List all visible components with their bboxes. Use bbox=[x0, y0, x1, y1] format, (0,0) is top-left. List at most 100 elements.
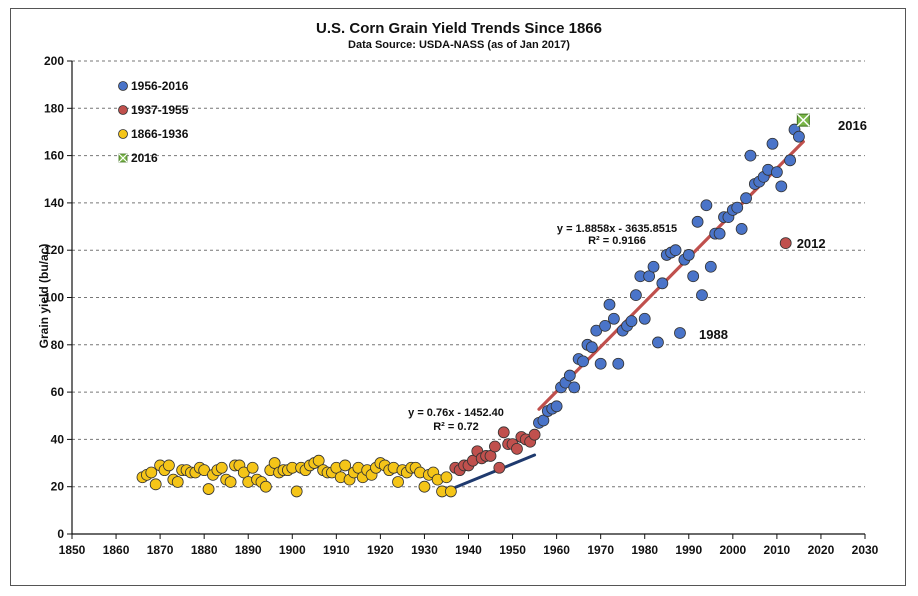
point-2016-cross-b bbox=[796, 113, 810, 127]
point-1956-2016 bbox=[669, 244, 682, 257]
legend: 1956-2016 1937-1955 1866-1936 2016 bbox=[118, 79, 189, 165]
point-1956-2016 bbox=[784, 154, 797, 167]
point-1866-1936 bbox=[163, 459, 175, 472]
y-tick-label: 80 bbox=[51, 338, 65, 352]
y-tick-label: 120 bbox=[44, 243, 64, 257]
chart-frame: U.S. Corn Grain Yield Trends Since 1866 … bbox=[10, 8, 906, 586]
point-1956-2016 bbox=[607, 312, 620, 325]
point-1956-2016 bbox=[656, 277, 669, 290]
x-tick-label: 1870 bbox=[147, 543, 174, 557]
point-1866-1936 bbox=[145, 466, 158, 479]
point-1956-2016 bbox=[700, 199, 713, 212]
point-1956-2016 bbox=[638, 312, 651, 325]
axis-ticks: 0 20 40 60 80 100 120 140 160 180 200 1850 1860 1870 1… bbox=[44, 54, 879, 557]
point-1956-2016 bbox=[674, 327, 686, 339]
y-tick-label: 0 bbox=[57, 527, 64, 541]
y-tick-label: 200 bbox=[44, 54, 64, 68]
x-tick-label: 1880 bbox=[191, 543, 218, 557]
point-1956-2016 bbox=[744, 149, 757, 162]
point-1956-2016 bbox=[713, 227, 726, 240]
point-1866-1936 bbox=[215, 461, 228, 474]
y-tick-label: 180 bbox=[44, 101, 64, 115]
y-axis-label: Grain yield (bu/ac) bbox=[37, 244, 51, 349]
y-tick-label: 160 bbox=[44, 149, 64, 163]
annotations: 2012 y = 0.76x - 1452.40 R² = 0.72 y = 1.88… bbox=[408, 118, 867, 433]
point-1956-2016 bbox=[630, 289, 642, 302]
point-1956-2016 bbox=[612, 357, 625, 370]
point-1937-1955 bbox=[493, 461, 506, 474]
legend-marker-2016-cross-b bbox=[118, 153, 128, 163]
point-1937-1955 bbox=[528, 428, 541, 441]
point-1866-1936 bbox=[312, 454, 325, 467]
point-1956-2016 bbox=[770, 166, 783, 179]
point-highlight-2012 bbox=[779, 237, 792, 250]
point-1956-2016 bbox=[691, 215, 704, 228]
point-1956-2016 bbox=[599, 319, 611, 332]
x-tick-label: 2000 bbox=[719, 543, 746, 557]
point-1956-2016 bbox=[696, 289, 708, 302]
point-1866-1936 bbox=[224, 476, 237, 488]
point-1956-2016 bbox=[652, 336, 664, 349]
x-tick-label: 1930 bbox=[411, 543, 438, 557]
chart-subtitle: Data Source: USDA-NASS (as of Jan 2017) bbox=[348, 39, 570, 51]
annotation-2012: 2012 bbox=[797, 236, 826, 251]
x-tick-label: 1980 bbox=[631, 543, 658, 557]
point-1866-1936 bbox=[246, 461, 259, 474]
point-1956-2016 bbox=[704, 260, 717, 273]
legend-marker-1956-2016 bbox=[118, 81, 128, 91]
gridlines bbox=[72, 60, 865, 488]
x-tick-label: 1910 bbox=[323, 543, 350, 557]
point-1866-1936 bbox=[444, 485, 457, 498]
point-1866-1936 bbox=[268, 457, 281, 469]
x-tick-label: 1900 bbox=[279, 543, 306, 557]
point-1956-2016 bbox=[537, 414, 550, 427]
point-1956-2016 bbox=[594, 357, 607, 370]
point-1956-2016 bbox=[647, 260, 660, 273]
point-1956-2016 bbox=[775, 180, 788, 193]
point-1937-1955 bbox=[511, 442, 523, 455]
point-1956-2016 bbox=[550, 400, 563, 413]
point-1866-1936 bbox=[339, 459, 352, 472]
x-tick-label: 2030 bbox=[852, 543, 879, 557]
corn-yield-chart: U.S. Corn Grain Yield Trends Since 1866 … bbox=[37, 20, 879, 557]
chart-title: U.S. Corn Grain Yield Trends Since 1866 bbox=[316, 20, 602, 37]
point-1866-1936 bbox=[392, 476, 404, 488]
point-1956-2016 bbox=[643, 270, 656, 283]
point-1956-2016 bbox=[585, 341, 598, 354]
annotation-2016: 2016 bbox=[838, 118, 867, 133]
x-tick-label: 1940 bbox=[455, 543, 482, 557]
x-tick-label: 1890 bbox=[235, 543, 262, 557]
point-1956-2016 bbox=[766, 137, 779, 150]
x-tick-label: 1950 bbox=[499, 543, 526, 557]
point-1956-2016 bbox=[577, 355, 589, 368]
point-1937-1955 bbox=[484, 450, 497, 462]
trend-early-equation: y = 0.76x - 1452.40 bbox=[408, 407, 504, 419]
point-1866-1936 bbox=[418, 480, 431, 493]
legend-marker-1937-1955 bbox=[118, 105, 128, 115]
data-points bbox=[136, 113, 810, 498]
x-tick-label: 1960 bbox=[543, 543, 570, 557]
point-1956-2016 bbox=[740, 192, 752, 205]
point-1956-2016 bbox=[731, 201, 744, 214]
point-1956-2016 bbox=[603, 298, 616, 311]
y-tick-label: 60 bbox=[51, 385, 65, 399]
y-tick-label: 20 bbox=[51, 480, 65, 494]
point-1866-1936 bbox=[440, 471, 453, 484]
x-tick-label: 1970 bbox=[587, 543, 614, 557]
point-1937-1955 bbox=[497, 426, 510, 439]
point-1956-2016 bbox=[687, 270, 700, 283]
x-tick-label: 1990 bbox=[675, 543, 702, 557]
legend-label-1866-1936: 1866-1936 bbox=[131, 127, 189, 141]
point-1866-1936 bbox=[171, 476, 184, 488]
annotation-1988: 1988 bbox=[699, 327, 728, 342]
y-tick-label: 100 bbox=[44, 291, 64, 305]
trend-early-r2: R² = 0.72 bbox=[433, 421, 479, 433]
trend-late-r2: R² = 0.9166 bbox=[588, 235, 646, 247]
point-1866-1936 bbox=[290, 485, 303, 498]
x-tick-label: 2020 bbox=[808, 543, 835, 557]
point-1866-1936 bbox=[259, 480, 272, 493]
point-1956-2016 bbox=[563, 369, 576, 382]
x-tick-label: 1920 bbox=[367, 543, 394, 557]
point-1866-1936 bbox=[149, 478, 162, 491]
legend-marker-2016 bbox=[118, 153, 128, 163]
